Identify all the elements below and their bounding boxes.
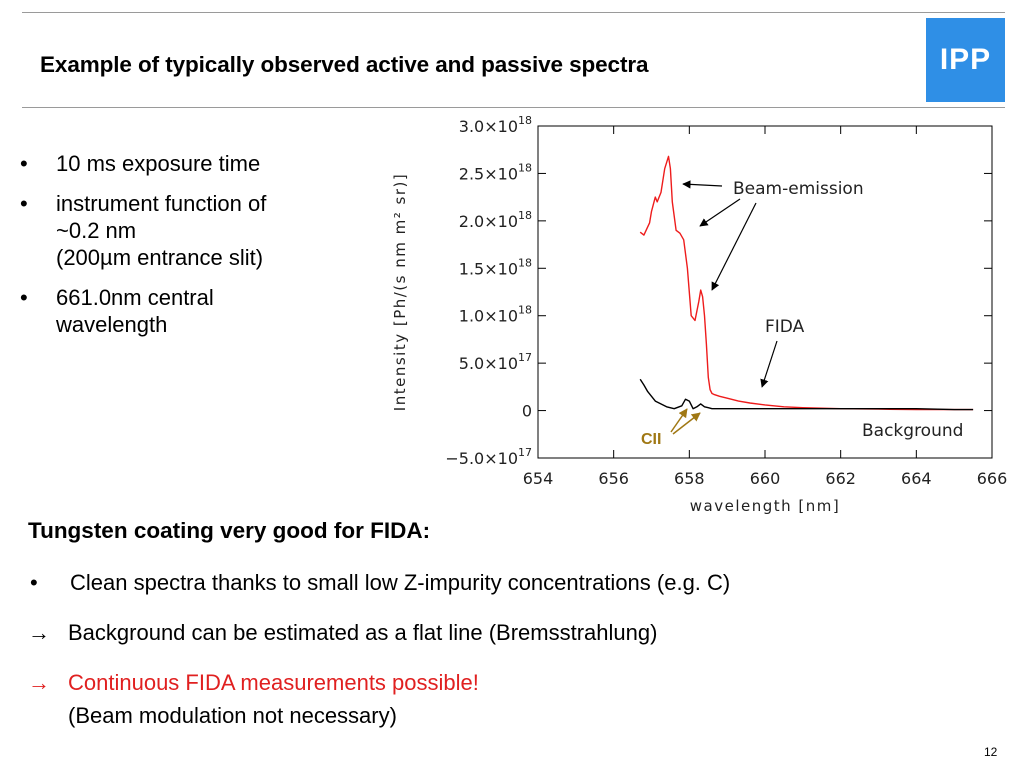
page-number: 12	[984, 745, 998, 759]
left-bullet-list: • 10 ms exposure time • instrument funct…	[20, 150, 360, 351]
cii-arrow-2	[672, 412, 701, 435]
beam-modulation-note: (Beam modulation not necessary)	[68, 703, 397, 728]
background-arrow-item: → Background can be estimated as a flat l…	[28, 620, 657, 646]
ipp-logo: IPP	[926, 18, 1005, 102]
beam-emission-arrow-3	[711, 202, 757, 291]
series-lines	[639, 155, 974, 411]
continuous-fida-text: Continuous FIDA measurements possible!	[68, 670, 479, 695]
fida-arrow	[760, 340, 778, 388]
y-tick-exponent: 17	[518, 446, 532, 459]
x-tick-label: 662	[825, 469, 856, 488]
bullet-text: 661.0nm central	[56, 285, 214, 310]
background-text: Background can be estimated as a flat li…	[68, 620, 658, 645]
beam-emission-label: Beam-emission	[733, 179, 864, 199]
cii-arrow-1	[670, 408, 688, 433]
x-tick-label: 660	[750, 469, 781, 488]
y-tick-label: 2.0×1018	[459, 209, 532, 231]
y-tick-label: 1.0×1018	[459, 304, 532, 326]
active-spectrum-line	[639, 155, 974, 411]
bullet-text: ~0.2 nm	[56, 218, 137, 243]
x-axis-title: wavelength [nm]	[690, 497, 840, 515]
x-tick-label: 656	[598, 469, 629, 488]
title-rule	[22, 107, 1005, 108]
y-tick-label: 1.5×1018	[459, 256, 532, 278]
bullet-instrument-function: • instrument function of ~0.2 nm (200µm …	[20, 190, 360, 271]
beam-emission-arrow-2	[699, 198, 741, 227]
impurity-bullet: • Clean spectra thanks to small low Z-imp…	[30, 570, 730, 596]
bullet-dot: •	[20, 151, 28, 176]
bullet-exposure: • 10 ms exposure time	[20, 150, 360, 177]
y-tick-label: 2.5×1018	[459, 161, 532, 183]
spectrum-chart: 3.0×1018 2.5×1018 2.0×1018 1.5×1018 1.0×1018…	[391, 114, 1008, 515]
y-tick-exponent: 17	[518, 351, 532, 364]
right-arrow-icon: →	[28, 670, 50, 695]
x-tick-label: 666	[977, 469, 1008, 488]
y-tick-exponent: 18	[518, 256, 532, 269]
beam-emission-arrow-1	[682, 180, 723, 189]
bullet-central-wavelength: • 661.0nm central wavelength	[20, 284, 360, 338]
y-tick-label: −5.0×1017	[445, 446, 532, 468]
top-rule	[22, 12, 1005, 13]
y-tick-exponent: 18	[518, 304, 532, 317]
bullet-text: instrument function of	[56, 191, 267, 216]
x-tick-label: 658	[674, 469, 705, 488]
bullet-text: wavelength	[56, 312, 168, 337]
background-spectrum-line	[639, 378, 974, 411]
bullet-dot: •	[20, 191, 28, 216]
x-ticks: 654 656 658 660 662 664 666	[523, 126, 1008, 488]
y-tick-label: 0	[522, 402, 532, 421]
continuous-fida-item: → Continuous FIDA measurements possible!	[28, 670, 479, 696]
y-ticks: 3.0×1018 2.5×1018 2.0×1018 1.5×1018 1.0×1018…	[445, 114, 992, 468]
right-arrow-icon: →	[28, 620, 50, 645]
y-tick-exponent: 18	[518, 114, 532, 127]
bullet-text: 10 ms exposure time	[56, 151, 261, 176]
x-tick-label: 664	[901, 469, 932, 488]
background-label: Background	[862, 421, 963, 441]
x-tick-label: 654	[523, 469, 554, 488]
y-tick-label: 3.0×1018	[459, 114, 532, 136]
cii-label: CII	[641, 431, 661, 448]
y-axis-title: Intensity [Ph/(s nm m² sr)]	[391, 173, 409, 411]
bullet-text: (200µm entrance slit)	[56, 245, 264, 270]
bullet-dot: •	[30, 570, 38, 595]
y-tick-exponent: 18	[518, 161, 532, 174]
impurity-text: Clean spectra thanks to small low Z-impu…	[70, 570, 731, 595]
y-tick-exponent: 18	[518, 209, 532, 222]
bullet-dot: •	[20, 285, 28, 310]
y-tick-label: 5.0×1017	[459, 351, 532, 373]
slide-title: Example of typically observed active and…	[40, 52, 649, 77]
bottom-heading: Tungsten coating very good for FIDA:	[28, 518, 431, 543]
fida-label: FIDA	[765, 317, 805, 337]
